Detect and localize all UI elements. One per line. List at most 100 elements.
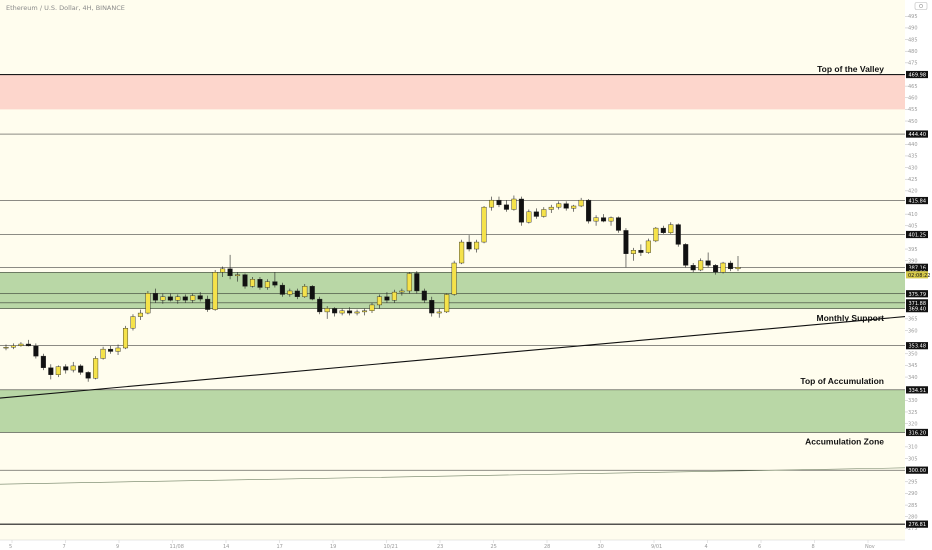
y-tick-label: 485 <box>908 37 918 43</box>
time-axis[interactable]: 5 7 9 11/08 14 17 19 10/21 23 25 28 30 9/01 4 6 8 Nov <box>0 539 905 550</box>
candle-body <box>518 198 524 223</box>
candle-body <box>70 365 76 371</box>
candle-body <box>63 366 69 371</box>
candle <box>130 314 136 331</box>
candle <box>287 288 293 297</box>
candle-body <box>354 311 360 314</box>
candle-body <box>414 273 420 292</box>
candle-body <box>384 296 390 301</box>
candle-body <box>40 355 46 368</box>
x-tick-label: 7 <box>63 544 66 550</box>
candle <box>167 293 173 302</box>
candle-body <box>630 250 636 254</box>
y-tick-label: 295 <box>908 480 918 486</box>
annotation-label: Top of Accumulation <box>800 376 884 386</box>
y-tick-label: 475 <box>908 61 918 67</box>
candle <box>615 216 622 233</box>
annotation-label: Accumulation Zone <box>805 437 884 447</box>
candle <box>100 346 106 360</box>
x-tick-label: 9 <box>116 544 119 550</box>
candle <box>466 235 472 252</box>
y-tick-label: 285 <box>908 503 918 509</box>
annotations: Top of the Valley Monthly Support Top of A… <box>800 64 884 446</box>
x-tick-label: 14 <box>223 544 229 550</box>
candle-body <box>526 211 532 223</box>
price-tag <box>906 299 928 307</box>
candle <box>496 196 502 208</box>
candle <box>645 238 651 254</box>
price-tag <box>906 263 928 271</box>
candle-body <box>474 241 480 250</box>
y-tick-label: 340 <box>908 375 918 381</box>
candle-body <box>421 290 427 301</box>
candle <box>481 205 487 244</box>
candle-body <box>122 327 129 349</box>
candle-body <box>152 293 158 301</box>
candle-body <box>459 241 465 264</box>
candle <box>436 308 442 318</box>
candle <box>317 296 323 315</box>
candle <box>653 226 659 243</box>
candle-body <box>713 265 719 273</box>
x-tick-label: 19 <box>330 544 336 550</box>
price-tag <box>906 520 928 528</box>
candle-body <box>227 268 233 277</box>
candle <box>160 293 166 304</box>
candle <box>630 247 636 261</box>
candle-body <box>294 290 300 297</box>
candle <box>332 307 338 317</box>
candle <box>145 290 151 315</box>
candle <box>414 271 420 294</box>
candle <box>25 339 31 347</box>
countdown-tag <box>906 271 928 279</box>
candle <box>227 254 233 280</box>
price-tag-label: 369.40 <box>909 307 927 313</box>
candle-body <box>698 260 704 271</box>
y-tick-label: 365 <box>908 317 918 323</box>
candle-body <box>675 224 681 245</box>
candle-body <box>376 296 382 306</box>
candle-body <box>399 290 405 293</box>
price-tag-label: 375.79 <box>909 292 927 298</box>
candle <box>705 252 711 268</box>
y-tick-label: 325 <box>908 410 918 416</box>
candle <box>660 225 666 234</box>
candle-body <box>48 367 54 375</box>
candle <box>526 209 532 224</box>
candle-body <box>130 316 136 329</box>
price-axis[interactable]: 495 490 485 480 475 465 460 455 450 440 435 430 425 4… <box>905 14 930 532</box>
y-tick-label: 460 <box>908 96 918 102</box>
y-tick-label: 330 <box>908 398 918 404</box>
candle <box>563 201 569 211</box>
candle-body <box>503 204 509 210</box>
candle <box>638 244 644 257</box>
candle <box>205 295 211 312</box>
zone-red <box>0 74 905 110</box>
price-tag <box>906 230 928 239</box>
candle-body <box>690 265 696 271</box>
candle-body <box>511 198 517 210</box>
candle <box>93 356 99 380</box>
candle <box>257 276 263 290</box>
candle-body <box>668 224 674 233</box>
candle <box>391 289 397 303</box>
candle <box>511 195 517 211</box>
settings-icon[interactable] <box>914 2 928 10</box>
candle <box>601 214 607 223</box>
candle <box>220 266 226 277</box>
candle-body <box>249 279 256 287</box>
candle-body <box>481 206 487 243</box>
price-tag-label: 276.81 <box>909 522 927 528</box>
candle <box>578 197 584 208</box>
price-tag-label: 469.98 <box>909 73 927 79</box>
candle-body <box>235 274 241 277</box>
y-tick-label: 480 <box>908 49 918 55</box>
candle-body <box>167 296 173 301</box>
price-tag-label: 353.48 <box>909 344 927 350</box>
candle-body <box>160 296 166 301</box>
candle <box>556 201 562 210</box>
candle-body <box>593 217 599 222</box>
candle <box>70 361 76 373</box>
candle <box>115 344 121 355</box>
y-tick-label: 360 <box>908 328 918 334</box>
